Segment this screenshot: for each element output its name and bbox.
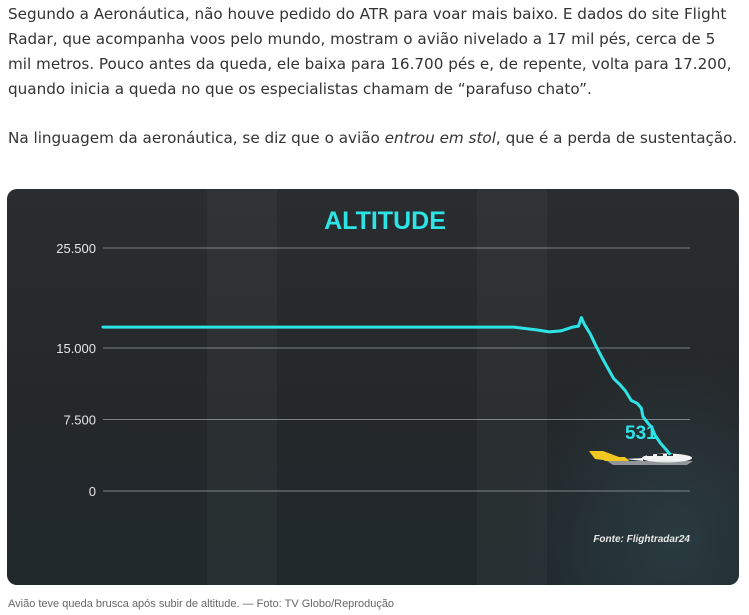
y-tick-label: 25.500	[56, 241, 96, 256]
background-glow	[519, 349, 739, 585]
chart-y-tick-labels: 0 7.500 15.000 25.500	[56, 241, 96, 499]
article-paragraph-2-start: Na linguagem da aeronáutica, se diz que …	[8, 129, 385, 147]
altitude-series-line	[101, 316, 671, 456]
image-caption: Avião teve queda brusca após subir de al…	[8, 598, 395, 610]
article-body: Segundo a Aeronáutica, não houve pedido …	[8, 2, 738, 151]
chart-source-label: Fonte: Flightradar24	[593, 534, 690, 545]
article-paragraph-2-end: , que é a perda de sustentação.	[495, 129, 738, 147]
plane-icon	[589, 451, 693, 465]
altitude-annotation-label: 531	[625, 423, 657, 444]
y-tick-label: 15.000	[56, 341, 96, 356]
article-paragraph-1: Segundo a Aeronáutica, não houve pedido …	[8, 5, 732, 98]
chart-title: ALTITUDE	[324, 207, 446, 235]
chart-gridlines	[103, 247, 690, 492]
article-paragraph-2-emphasis: entrou em stol	[384, 129, 496, 147]
altitude-chart: ALTITUDE 0 7.500 15.000 25.500 531 Fonte: F…	[56, 207, 693, 545]
y-tick-label: 0	[89, 484, 96, 499]
y-tick-label: 7.500	[63, 413, 96, 428]
altitude-chart-image: ALTITUDE 0 7.500 15.000 25.500 531 Fonte: F…	[7, 189, 739, 585]
article-paragraph-2: Na linguagem da aeronáutica, se diz que …	[8, 126, 738, 151]
